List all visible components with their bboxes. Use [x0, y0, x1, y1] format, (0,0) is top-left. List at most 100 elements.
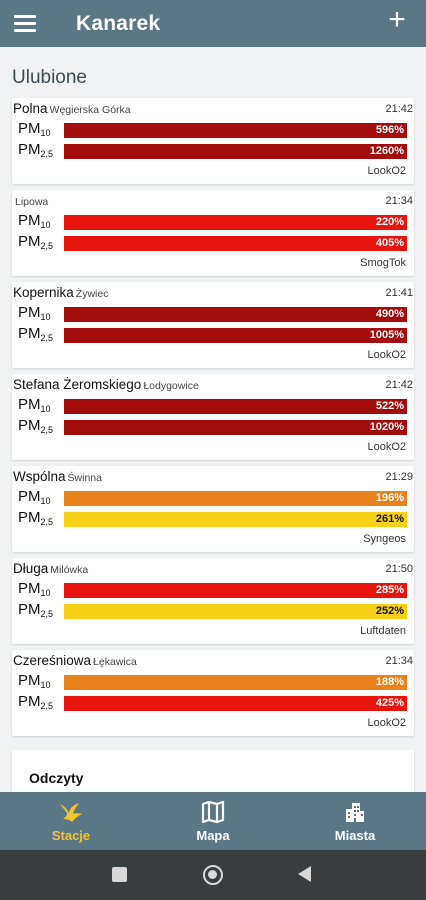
app-title: Kanarek	[76, 11, 161, 35]
data-source: LookO2	[367, 349, 406, 361]
station-card[interactable]: Lipowa 21:34 PM10 220% PM2,5 405% SmogTok	[12, 190, 414, 276]
pm10-row: PM10 285%	[18, 580, 414, 601]
menu-icon[interactable]	[14, 9, 44, 39]
back-icon[interactable]	[298, 866, 311, 882]
pm-label-text: PM	[18, 488, 41, 505]
pm25-bar-fill	[64, 420, 407, 435]
recent-apps-icon[interactable]	[112, 867, 127, 882]
station-time: 21:34	[385, 655, 413, 667]
city-icon	[346, 803, 364, 822]
station-name: Czereśniowa	[13, 653, 92, 668]
pm25-bar-fill	[64, 236, 407, 251]
pm25-value: 1005%	[369, 329, 404, 341]
pm-label-text: PM	[18, 580, 41, 597]
pm25-value: 252%	[375, 605, 404, 617]
pm-label-text: PM	[18, 212, 41, 229]
station-header: Lipowa 21:34	[13, 193, 413, 211]
pm10-bar-fill	[64, 675, 407, 690]
pm10-row: PM10 220%	[18, 212, 414, 233]
data-source: LookO2	[367, 717, 406, 729]
pm-label-subscript: 10	[40, 680, 51, 690]
pm10-label: PM10	[18, 672, 51, 690]
data-source: LookO2	[367, 441, 406, 453]
pm10-label: PM10	[18, 212, 51, 230]
pm10-label: PM10	[18, 580, 51, 598]
stations-list[interactable]: Ulubione Polna Węgierska Górka 21:42 PM10 59…	[0, 47, 426, 792]
pm-label-subscript: 2,5	[40, 149, 54, 159]
pm-label-text: PM	[18, 141, 41, 158]
pm25-bar-fill	[64, 328, 407, 343]
bird-icon	[60, 803, 82, 822]
station-card[interactable]: Kopernika Żywiec 21:41 PM10 490% PM2,5 1005% Lo…	[12, 282, 414, 368]
station-city: Łodygowice	[143, 380, 199, 392]
station-header: Kopernika Żywiec 21:41	[13, 285, 413, 303]
add-station-button[interactable]: +	[388, 3, 406, 36]
pm25-row: PM2,5 1260%	[18, 141, 414, 162]
section-title: Ulubione	[12, 67, 87, 88]
station-time: 21:41	[385, 287, 413, 299]
nav-item-stacje[interactable]: Stacje	[0, 792, 142, 850]
bottom-navigation: Stacje Mapa Miasta	[0, 792, 426, 850]
nav-item-mapa[interactable]: Mapa	[142, 792, 284, 850]
pm10-row: PM10 188%	[18, 672, 414, 693]
pm25-value: 1020%	[369, 421, 404, 433]
pm10-value: 596%	[375, 124, 404, 136]
home-icon[interactable]	[203, 865, 223, 885]
pm25-label: PM2,5	[18, 141, 53, 159]
station-card[interactable]: Długa Milówka 21:50 PM10 285% PM2,5 252% Luftda…	[12, 558, 414, 644]
pm25-label: PM2,5	[18, 693, 53, 711]
station-city: Żywiec	[75, 288, 109, 300]
pm25-bar-fill	[64, 604, 407, 619]
pm25-label: PM2,5	[18, 509, 53, 527]
nav-label: Miasta	[334, 828, 376, 843]
pm-label-text: PM	[18, 325, 41, 342]
pm25-bar-fill	[64, 144, 407, 159]
pm25-value: 261%	[375, 513, 404, 525]
pm10-bar: 188%	[64, 675, 407, 690]
pm25-bar-fill	[64, 512, 407, 527]
pm25-row: PM2,5 261%	[18, 509, 414, 530]
pm25-bar-fill	[64, 696, 407, 711]
station-city: Milówka	[50, 564, 89, 576]
pm-label-text: PM	[18, 396, 41, 413]
station-card[interactable]: Wspólna Świnna 21:29 PM10 196% PM2,5 261% Synge…	[12, 466, 414, 552]
nav-item-miasta[interactable]: Miasta	[284, 792, 426, 850]
pm10-bar-fill	[64, 307, 407, 322]
station-name: Stefana Żeromskiego	[13, 377, 142, 392]
readings-card[interactable]: Odczyty	[12, 750, 414, 792]
data-source: SmogTok	[360, 257, 406, 269]
station-header: Długa Milówka 21:50	[13, 561, 413, 579]
station-city: Łękawica	[93, 656, 137, 668]
station-name: Polna	[13, 101, 48, 116]
station-header: Polna Węgierska Górka 21:42	[13, 101, 413, 119]
pm10-bar: 285%	[64, 583, 407, 598]
pm-label-text: PM	[18, 509, 41, 526]
pm25-label: PM2,5	[18, 325, 53, 343]
pm25-bar: 1020%	[64, 420, 407, 435]
pm10-bar-fill	[64, 215, 407, 230]
station-card[interactable]: Polna Węgierska Górka 21:42 PM10 596% PM2,5 12…	[12, 98, 414, 184]
pm25-bar: 425%	[64, 696, 407, 711]
pm-label-subscript: 10	[40, 404, 51, 414]
app-bar: Kanarek +	[0, 0, 426, 47]
pm10-bar: 196%	[64, 491, 407, 506]
pm10-bar: 596%	[64, 123, 407, 138]
pm25-label: PM2,5	[18, 417, 53, 435]
pm10-bar: 522%	[64, 399, 407, 414]
station-card[interactable]: Stefana Żeromskiego Łodygowice 21:42 PM10 52…	[12, 374, 414, 460]
pm25-bar: 1005%	[64, 328, 407, 343]
pm10-bar-fill	[64, 491, 407, 506]
station-card[interactable]: Czereśniowa Łękawica 21:34 PM10 188% PM2,5 425…	[12, 650, 414, 736]
data-source: LookO2	[367, 165, 406, 177]
station-name: Wspólna	[13, 469, 66, 484]
station-time: 21:42	[385, 103, 413, 115]
system-navigation-bar	[0, 850, 426, 900]
station-city: Lipowa	[15, 196, 49, 208]
station-name: Długa	[13, 561, 49, 576]
pm25-value: 425%	[375, 697, 404, 709]
pm-label-text: PM	[18, 672, 41, 689]
pm25-bar: 405%	[64, 236, 407, 251]
station-time: 21:34	[385, 195, 413, 207]
pm25-label: PM2,5	[18, 233, 53, 251]
pm-label-text: PM	[18, 693, 41, 710]
